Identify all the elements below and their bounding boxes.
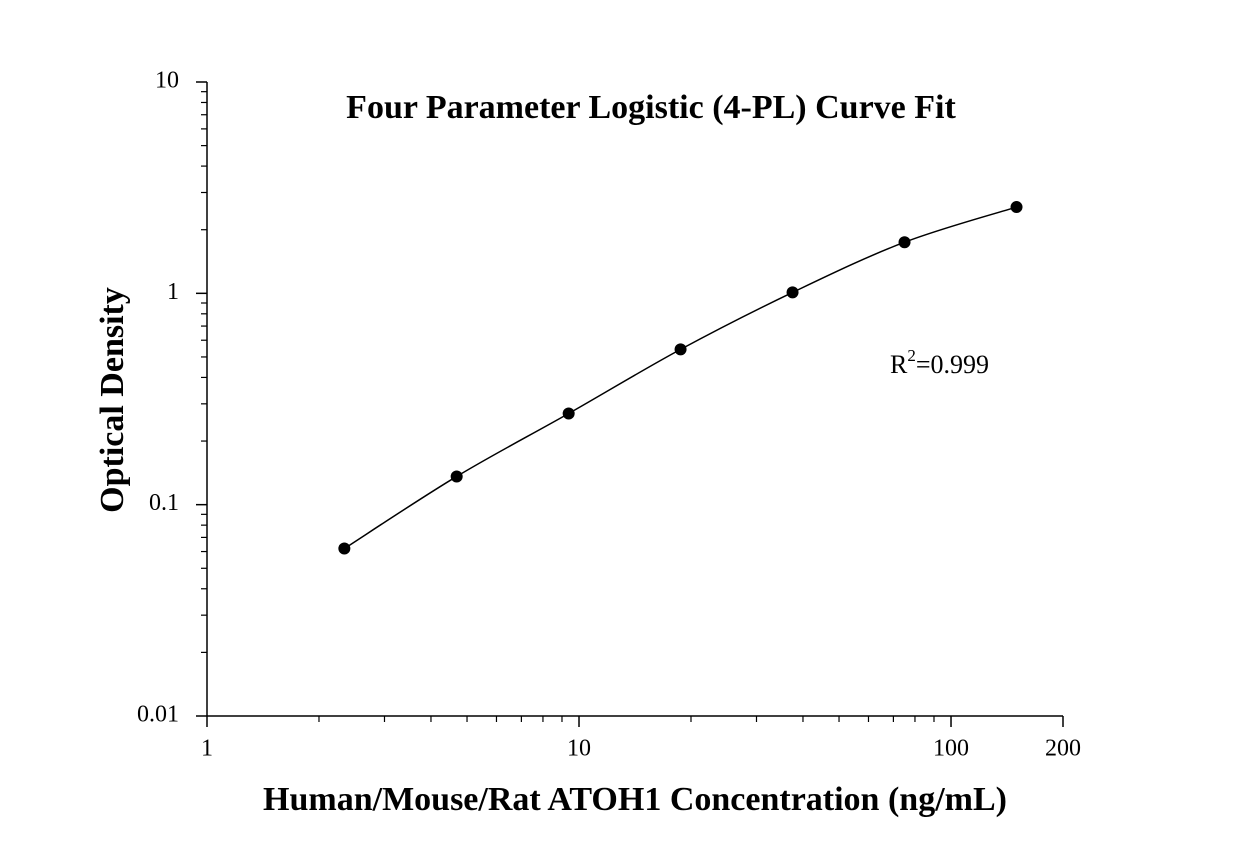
data-point <box>898 236 911 249</box>
y-tick-label: 10 <box>155 68 179 94</box>
data-point <box>674 343 687 356</box>
data-point <box>786 286 799 299</box>
y-tick-label: 1 <box>167 279 179 305</box>
y-axis-title: Optical Density <box>94 287 131 513</box>
data-point <box>562 407 575 420</box>
y-tick-label: 0.01 <box>137 702 179 728</box>
data-point <box>1010 201 1023 214</box>
x-tick-label: 10 <box>567 736 591 762</box>
x-axis-title: Human/Mouse/Rat ATOH1 Concentration (ng/… <box>263 781 1007 818</box>
ann-text: R <box>890 350 908 379</box>
ann-sup: 2 <box>907 346 916 365</box>
chart-title: Four Parameter Logistic (4-PL) Curve Fit <box>346 89 956 126</box>
x-tick-label: 200 <box>1045 736 1081 762</box>
ann-suffix: =0.999 <box>916 350 989 379</box>
x-tick-label: 1 <box>201 736 213 762</box>
y-tick-label: 0.1 <box>149 490 179 516</box>
data-point <box>338 542 351 555</box>
data-point <box>450 470 463 483</box>
x-tick-label: 100 <box>933 736 969 762</box>
r-squared: R2=0.999 <box>890 346 989 379</box>
